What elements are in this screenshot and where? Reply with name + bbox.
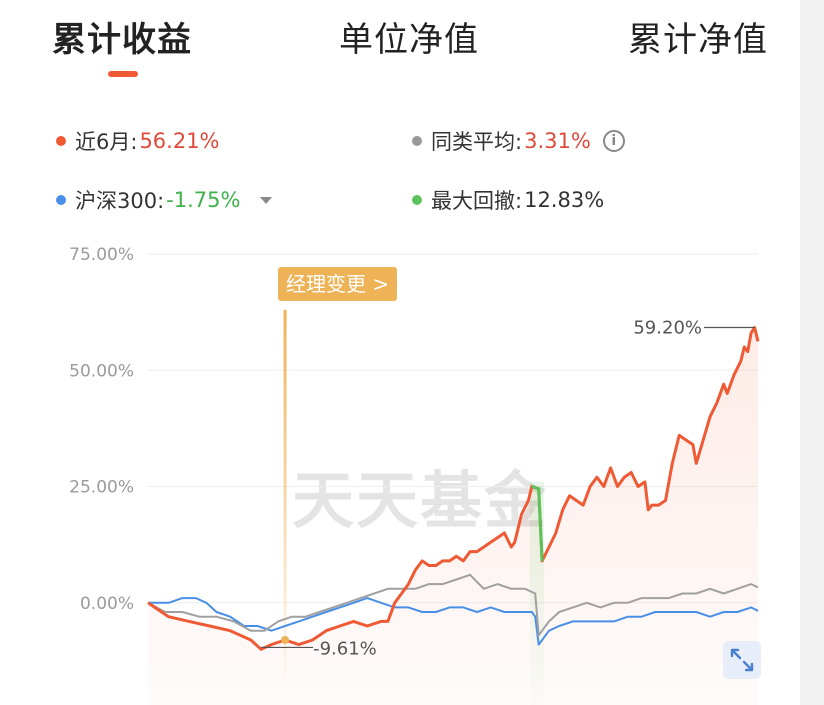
stat-drawdown-value: 12.83% [524,188,605,212]
manager-change-point [281,635,290,644]
stat-peer-value: 3.31% [524,129,591,153]
manager-change-badge[interactable]: 经理变更 > [278,267,398,301]
stat-fund: 近6月: 56.21% [56,126,220,156]
y-tick-label: 0.00% [80,594,134,614]
stat-peer: 同类平均: 3.31% i [412,126,625,156]
y-tick-label: 25.00% [69,478,134,498]
stat-index-value: -1.75% [166,188,241,212]
series-line-0 [147,326,760,651]
manager-change-line [283,309,287,696]
return-chart[interactable]: 75.00%50.00%25.00%0.00%-25.00%59.20%-9.6… [0,236,800,705]
drawdown-band [529,481,545,705]
caret-down-icon[interactable] [260,196,273,204]
watermark-logo: 天天基金 [292,464,549,537]
stat-fund-label: 近6月: [75,130,138,154]
stat-index[interactable]: 沪深300: -1.75% [56,185,273,215]
drawdown-segment [531,485,544,561]
y-tick-label: 50.00% [69,361,134,381]
tab-cumulative-nav[interactable]: 累计净值 [628,20,768,60]
series-line-1 [147,573,759,637]
stat-drawdown-label: 最大回撤: [431,189,523,213]
stat-fund-value: 56.21% [139,129,220,153]
index-legend-dot [56,195,66,205]
fund-legend-dot [56,136,66,146]
expand-icon[interactable] [723,641,761,679]
chart-card: 累计收益 单位净值 累计净值 近6月: 56.21% 同类平均: 3.31% i… [0,0,800,705]
tab-unit-nav[interactable]: 单位净值 [339,20,479,60]
active-tab-indicator [108,71,138,77]
max-annotation-label: 59.20% [633,317,702,338]
series-line-2 [148,597,759,646]
peer-legend-dot [412,136,422,146]
drawdown-legend-dot [412,195,422,205]
info-icon[interactable]: i [602,130,625,152]
stat-peer-label: 同类平均: [431,130,523,154]
y-tick-label: 75.00% [69,245,134,265]
stat-index-label: 沪深300: [75,189,165,213]
stat-drawdown: 最大回撤: 12.83% [412,185,604,215]
fund-area-fill [148,327,758,705]
tab-cumulative-return[interactable]: 累计收益 [52,20,192,60]
min-annotation-label: -9.61% [313,638,377,659]
